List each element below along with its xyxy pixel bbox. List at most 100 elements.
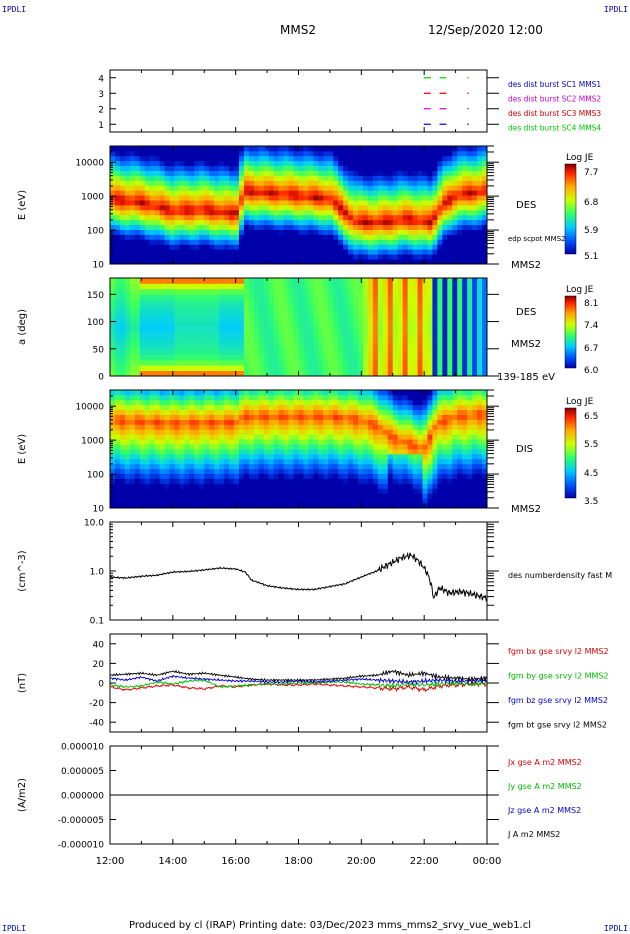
des-pitch-cell	[377, 354, 384, 361]
des-energy-cell	[358, 200, 364, 206]
dis-energy-cell	[248, 399, 255, 406]
des-energy-cell	[229, 224, 235, 230]
des-energy-cell	[422, 259, 428, 265]
des-energy-cell	[263, 170, 270, 176]
dis-energy-cell	[397, 409, 404, 415]
des-energy-cell	[248, 150, 255, 157]
des-pitch-cell	[303, 310, 309, 317]
des-pitch-cell	[472, 310, 478, 317]
des-energy-cell	[422, 214, 428, 221]
des-pitch-cell	[169, 310, 175, 317]
des-energy-cell	[169, 170, 175, 176]
dis-energy-cell	[243, 414, 250, 420]
dis-energy-cell	[348, 424, 354, 430]
dis-energy-cell	[248, 434, 255, 440]
des-pitch-cell	[407, 327, 413, 333]
des-energy-cell	[333, 205, 339, 211]
des-energy-cell	[253, 249, 260, 255]
des-pitch-cell	[139, 327, 146, 333]
des-energy-cell	[169, 209, 175, 216]
des-pitch-cell	[367, 359, 374, 366]
des-pitch-cell	[338, 332, 344, 339]
des-energy-cell	[367, 259, 374, 265]
des-energy-cell	[353, 170, 359, 176]
des-pitch-cell	[194, 299, 200, 306]
des-energy-cell	[234, 155, 240, 162]
des-energy-cell	[214, 150, 220, 157]
des-energy-cell	[124, 150, 131, 157]
dis-energy-cell	[417, 478, 423, 484]
dis-energy-cell	[224, 449, 230, 455]
dis-energy-cell	[124, 478, 131, 484]
des-pitch-cell	[362, 288, 369, 295]
des-energy-cell	[417, 160, 423, 167]
des-pitch-cell	[372, 310, 379, 317]
des-pitch-cell	[457, 337, 463, 344]
des-pitch-cell	[358, 327, 364, 333]
des-energy-cell	[333, 165, 339, 171]
des-energy-cell	[447, 254, 453, 260]
des-energy-cell	[124, 229, 131, 235]
des-energy-cell	[313, 200, 319, 206]
des-energy-cell	[397, 229, 404, 235]
des-energy-cell	[238, 254, 245, 260]
des-pitch-cell	[253, 343, 260, 350]
dis-energy-cell	[432, 390, 438, 396]
des-pitch-cell	[129, 299, 136, 306]
des-pitch-cell	[164, 348, 170, 355]
des-pitch-cell	[288, 316, 294, 322]
dis-energy-cell	[224, 414, 230, 420]
des-pitch-cell	[194, 283, 200, 290]
des-pitch-cell	[189, 327, 195, 333]
dis-energy-cell	[427, 449, 433, 455]
dis-energy-cell	[243, 394, 250, 401]
dis-energy-cell	[353, 503, 359, 509]
des-energy-cell	[432, 229, 438, 235]
dis-energy-cell	[348, 503, 354, 509]
dis-energy-cell	[189, 453, 195, 460]
dis-energy-cell	[253, 390, 260, 396]
des-pitch-cell	[214, 370, 220, 377]
des-energy-cell	[328, 214, 334, 221]
dis-energy-cell	[422, 503, 428, 509]
des-pitch-cell	[407, 348, 413, 355]
des-energy-cell	[303, 234, 309, 240]
des-energy-cell	[457, 219, 463, 226]
dis-energy-cell	[219, 399, 225, 406]
des-energy-cell	[144, 175, 151, 181]
des-energy-cell	[154, 224, 160, 230]
dis-energy-cell	[283, 449, 289, 455]
des-energy-cell	[278, 195, 285, 201]
dis-energy-cell	[338, 468, 344, 474]
des-pitch-cell	[387, 359, 394, 366]
des-pitch-cell	[169, 354, 175, 361]
des-energy-cell	[169, 254, 175, 260]
des-energy-cell	[367, 244, 374, 250]
des-energy-cell	[234, 244, 240, 250]
dis-energy-cell	[129, 453, 136, 460]
des-energy-cell	[367, 229, 374, 235]
des-energy-cell	[174, 170, 180, 176]
des-energy-cell	[174, 239, 180, 245]
des-energy-cell	[224, 234, 230, 240]
des-energy-cell	[258, 160, 265, 167]
des-pitch-cell	[214, 321, 220, 328]
des-energy-cell	[164, 234, 170, 240]
des-pitch-cell	[134, 278, 141, 284]
dis-energy-cell	[427, 404, 433, 411]
des-pitch-cell	[273, 365, 280, 371]
des-energy-cell	[119, 200, 126, 206]
des-energy-cell	[477, 239, 483, 245]
dis-energy-cell	[214, 414, 220, 420]
dis-energy-cell	[387, 463, 394, 470]
des-energy-cell	[219, 160, 225, 167]
dis-energy-cell	[209, 468, 215, 474]
des-pitch-cell	[273, 359, 280, 366]
dis-energy-cell	[238, 498, 245, 504]
des-pitch-cell	[482, 278, 488, 284]
dis-energy-cell	[382, 458, 389, 465]
dis-energy-cell	[427, 483, 433, 489]
des-pitch-cell	[224, 365, 230, 371]
des-energy-cell	[149, 214, 156, 221]
dis-energy-cell	[199, 424, 205, 430]
